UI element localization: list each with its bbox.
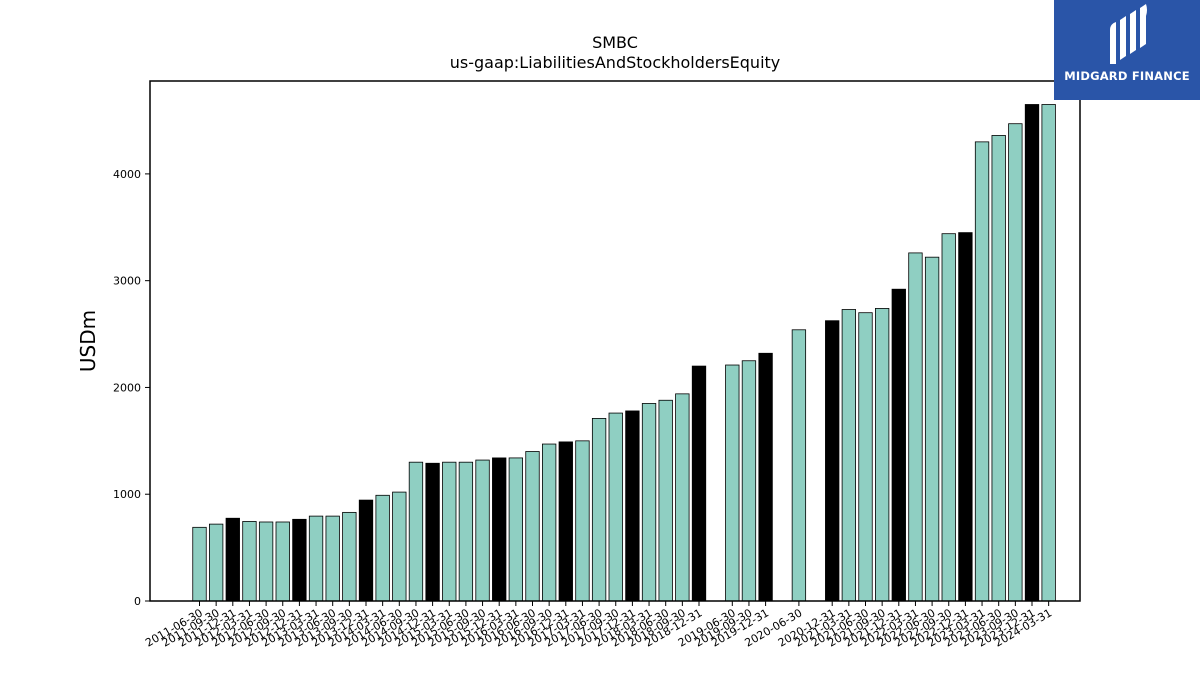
bar-2016-12-31 <box>558 441 573 602</box>
bar-2022-09-30 <box>941 233 956 602</box>
bar-2011-09-30 <box>208 523 224 602</box>
bar-2024-03-31 <box>1041 104 1056 602</box>
chart-subtitle: us-gaap:LiabilitiesAndStockholdersEquity <box>450 53 781 72</box>
bar-2011-12-31 <box>225 517 240 602</box>
bar-2021-03-31 <box>841 309 856 602</box>
bar-2011-06-30 <box>192 526 207 602</box>
y-tick-label: 0 <box>134 595 141 608</box>
bar-2017-12-31 <box>625 410 640 602</box>
bar-2017-09-30 <box>608 412 623 602</box>
plot-frame <box>149 80 1081 602</box>
bar-2017-03-31 <box>575 440 590 602</box>
bar-2021-09-30 <box>875 308 890 602</box>
bar-2012-06-30 <box>258 521 274 602</box>
brand-name: MIDGARD FINANCE <box>1064 69 1190 83</box>
bar-2013-09-30 <box>342 511 357 602</box>
bar-2023-12-31 <box>1024 104 1040 602</box>
bar-2022-12-31 <box>958 232 973 602</box>
y-tick-label: 3000 <box>113 275 141 288</box>
bar-2016-09-30 <box>542 443 557 602</box>
bar-2022-06-30 <box>924 256 940 602</box>
bar-2018-03-31 <box>641 403 657 602</box>
bars-group <box>192 104 1056 602</box>
bar-2017-06-30 <box>591 418 607 602</box>
bar-2020-06-30 <box>791 329 807 602</box>
x-axis: 2011-06-302011-09-302011-12-312012-03-31… <box>143 601 1054 650</box>
bar-2023-09-30 <box>1008 123 1023 602</box>
bar-2014-06-30 <box>392 491 407 602</box>
bar-2016-06-30 <box>525 451 540 602</box>
chart-title: SMBC <box>592 33 638 52</box>
bar-2013-03-31 <box>308 515 324 602</box>
bar-2012-12-31 <box>292 518 307 602</box>
bar-2018-09-30 <box>675 393 690 602</box>
bar-2015-12-31 <box>492 457 507 602</box>
y-axis: 0 1000 2000 3000 4000 <box>113 168 150 608</box>
bar-2016-03-31 <box>508 457 524 602</box>
y-axis-label: USDm <box>76 310 100 372</box>
bar-2020-12-31 <box>825 320 840 602</box>
bar-2014-09-30 <box>408 461 424 602</box>
bar-2013-06-30 <box>325 515 340 602</box>
bar-2018-12-31 <box>691 365 707 602</box>
bar-2014-12-31 <box>425 462 440 602</box>
bar-2015-03-31 <box>442 461 457 602</box>
bar-2013-12-31 <box>358 499 374 602</box>
y-tick-label: 4000 <box>113 168 141 181</box>
bar-2023-06-30 <box>991 135 1006 602</box>
y-tick-label: 1000 <box>113 488 141 501</box>
bar-2023-03-31 <box>974 141 990 602</box>
bar-2021-12-31 <box>891 288 906 602</box>
bar-2015-06-30 <box>458 461 474 602</box>
y-tick-label: 2000 <box>113 381 141 394</box>
bar-2018-06-30 <box>658 399 673 602</box>
bar-2022-03-31 <box>908 252 923 602</box>
bar-2015-09-30 <box>475 459 490 602</box>
bar-2021-06-30 <box>858 312 873 602</box>
midgard-m-icon <box>1110 4 1147 64</box>
bar-2019-12-31 <box>758 352 773 602</box>
brand-logo: MIDGARD FINANCE <box>1054 0 1200 100</box>
bar-2019-09-30 <box>741 360 757 602</box>
bar-2019-06-30 <box>725 364 740 602</box>
bar-2014-03-31 <box>375 494 390 602</box>
bar-2012-03-31 <box>242 521 257 602</box>
bar-2012-09-30 <box>275 521 290 602</box>
